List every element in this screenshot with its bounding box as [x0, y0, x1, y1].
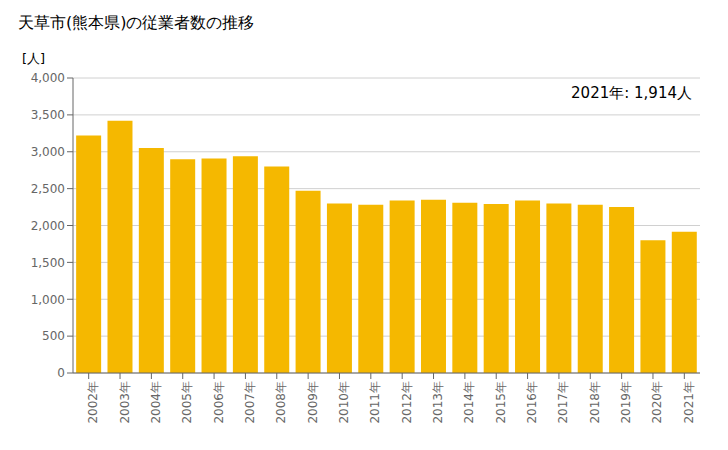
html-text:2021年: 1,914人: 2021年: 1,914人 — [571, 84, 692, 102]
svg-text:1,500: 1,500 — [31, 256, 65, 270]
svg-text:2003年: 2003年 — [118, 381, 132, 424]
svg-text:2019年: 2019年 — [619, 381, 633, 424]
svg-text:1,000: 1,000 — [31, 293, 65, 307]
svg-text:2018年: 2018年 — [588, 381, 602, 424]
svg-text:2007年: 2007年 — [243, 381, 257, 424]
svg-text:2010年: 2010年 — [337, 381, 351, 424]
svg-text:2016年: 2016年 — [525, 381, 539, 424]
svg-text:0: 0 — [57, 366, 65, 380]
svg-text:3,500: 3,500 — [31, 108, 65, 122]
svg-text:2020年: 2020年 — [650, 381, 664, 424]
svg-text:2021年: 2021年 — [682, 381, 696, 424]
svg-text:3,000: 3,000 — [31, 145, 65, 159]
svg-text:2017年: 2017年 — [556, 381, 570, 424]
svg-text:2014年: 2014年 — [462, 381, 476, 424]
svg-text:4,000: 4,000 — [31, 71, 65, 85]
svg-text:2,500: 2,500 — [31, 182, 65, 196]
svg-text:2012年: 2012年 — [400, 381, 414, 424]
svg-text:2011年: 2011年 — [368, 381, 382, 424]
svg-text:2,000: 2,000 — [31, 219, 65, 233]
html-text:天草市(熊本県)の従業者数の推移: 天草市(熊本県)の従業者数の推移 — [18, 13, 255, 32]
svg-text:500: 500 — [42, 329, 65, 343]
html-text:[人]: [人] — [22, 51, 46, 66]
svg-text:2002年: 2002年 — [86, 381, 100, 424]
svg-text:2004年: 2004年 — [149, 381, 163, 424]
svg-text:2008年: 2008年 — [274, 381, 288, 424]
svg-text:2013年: 2013年 — [431, 381, 445, 424]
svg-text:2009年: 2009年 — [306, 381, 320, 424]
svg-text:2005年: 2005年 — [180, 381, 194, 424]
svg-text:2015年: 2015年 — [494, 381, 508, 424]
svg-text:2006年: 2006年 — [212, 381, 226, 424]
